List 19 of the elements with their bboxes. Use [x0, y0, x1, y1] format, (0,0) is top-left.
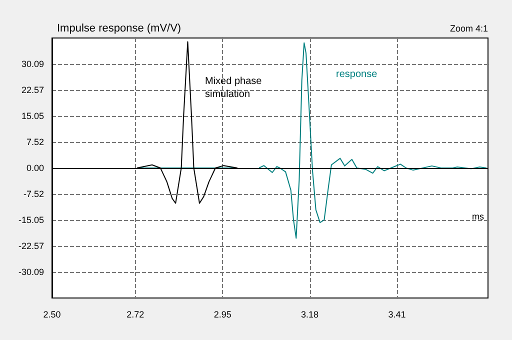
text: Zoom 4:1: [450, 24, 488, 34]
y-tick-label: 7.52: [26, 137, 44, 147]
chart-title: Impulse response (mV/V): [57, 22, 182, 34]
y-tick-label: -15.05: [18, 215, 44, 226]
x-tick-label: 2.50: [43, 310, 61, 320]
y-tick-label: -30.09: [18, 267, 44, 278]
annotation: Mixed phase simulation: [205, 76, 262, 100]
x-tick-label: 3.41: [388, 310, 406, 320]
x-tick-label: 2.72: [126, 310, 144, 320]
x-tick-label: 2.95: [214, 310, 232, 320]
y-tick-label: 22.57: [21, 84, 44, 95]
y-tick-label: 0.00: [26, 163, 44, 173]
x-tick-label: 3.18: [301, 310, 319, 320]
y-tick-label: 15.05: [21, 110, 44, 121]
y-tick-label: -22.57: [18, 241, 44, 252]
y-tick-label: -7.52: [23, 189, 44, 199]
annotation: response: [336, 69, 378, 80]
x-axis-title: ms: [472, 212, 484, 222]
y-tick-label: 30.09: [21, 58, 44, 69]
